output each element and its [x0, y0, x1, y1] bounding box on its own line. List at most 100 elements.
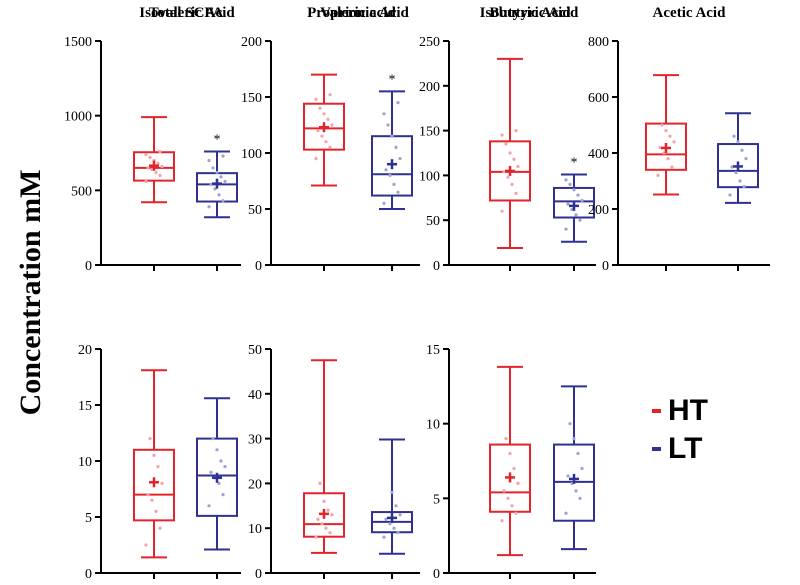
data-point	[154, 509, 158, 513]
box-lt	[553, 173, 595, 243]
data-point	[207, 504, 211, 508]
data-point	[668, 134, 672, 138]
data-point	[398, 513, 402, 517]
y-tick-label: 100	[241, 147, 262, 162]
data-point	[144, 152, 148, 157]
data-point	[158, 173, 162, 177]
y-tick-label: 150	[241, 91, 262, 106]
iqr-box	[133, 448, 175, 522]
data-point	[330, 123, 334, 127]
panel-isobutyric-acid: Isobutyric Acid 0 5 10 15	[426, 5, 596, 582]
data-point	[328, 145, 332, 149]
data-point	[510, 504, 514, 508]
y-tick-label: 0	[255, 259, 262, 274]
data-point	[320, 522, 324, 526]
y-tick-label: 20	[248, 477, 262, 492]
data-point	[516, 481, 520, 485]
data-point	[382, 112, 386, 116]
panel-title: Proprionic Acid	[307, 5, 409, 21]
data-point	[516, 164, 520, 169]
data-point	[506, 496, 510, 500]
data-point	[388, 173, 392, 177]
data-point	[217, 193, 221, 197]
data-point	[211, 437, 215, 441]
iqr-box	[489, 443, 531, 513]
data-point	[314, 157, 318, 161]
data-point	[382, 201, 386, 205]
data-point	[742, 185, 746, 189]
iqr-box	[717, 143, 759, 189]
y-tick-label: 0	[255, 567, 262, 582]
iqr-box	[553, 186, 595, 219]
data-point	[664, 129, 668, 133]
panel-title: Butyric Acid	[489, 5, 571, 21]
data-point	[215, 170, 219, 175]
data-point	[502, 170, 506, 174]
data-point	[728, 193, 732, 197]
y-tick-label: 1500	[64, 35, 92, 50]
data-point	[211, 166, 215, 170]
y-tick-label: 20	[78, 343, 92, 358]
data-point	[154, 170, 158, 175]
data-point	[390, 134, 394, 138]
iqr-box	[645, 122, 687, 171]
y-tick-label: 10	[248, 522, 262, 537]
data-point	[572, 437, 576, 441]
data-point	[328, 531, 332, 535]
data-point	[580, 198, 584, 203]
box-lt	[553, 385, 595, 551]
data-point	[221, 199, 225, 203]
data-point	[150, 498, 154, 502]
y-tick-label: 400	[588, 147, 609, 162]
data-point	[144, 543, 148, 547]
data-point	[502, 489, 506, 493]
data-point	[508, 151, 512, 155]
data-point	[670, 165, 674, 169]
data-point	[146, 166, 150, 170]
data-point	[386, 123, 390, 127]
legend-item-ht: HT	[652, 392, 708, 430]
data-point	[658, 145, 662, 149]
panel-butyric-acid: Butyric Acid 0 50 100 150 200 250 *	[419, 5, 596, 274]
data-point	[514, 129, 518, 133]
panel-valeric-acid: Valeric acid 0 10 20 30 40 50	[248, 5, 420, 582]
data-point	[314, 97, 318, 101]
data-point	[500, 519, 504, 523]
data-point	[398, 157, 402, 161]
data-point	[734, 171, 738, 175]
iqr-box	[303, 102, 345, 151]
box-lt	[371, 438, 413, 555]
y-tick-label: 10	[426, 418, 440, 433]
data-point	[568, 422, 572, 426]
data-point	[572, 188, 576, 192]
y-tick-label: 15	[78, 399, 92, 414]
data-point	[148, 437, 152, 441]
significance-marker: *	[571, 156, 578, 171]
legend: HT LT	[652, 392, 708, 468]
y-tick-label: 10	[78, 455, 92, 470]
y-tick-label: 0	[602, 259, 609, 274]
data-point	[576, 451, 580, 456]
data-point	[318, 106, 322, 110]
data-point	[158, 149, 162, 154]
data-point	[580, 466, 584, 471]
panel-acetic-acid: Acetic Acid 0 200 400 600 800	[588, 5, 770, 274]
data-point	[384, 168, 388, 172]
legend-swatch-lt	[652, 447, 661, 451]
data-point	[215, 448, 219, 452]
y-tick-label: 30	[248, 433, 262, 448]
data-point	[576, 193, 580, 197]
legend-swatch-ht	[652, 409, 661, 413]
data-point	[392, 182, 396, 186]
data-point	[316, 129, 320, 133]
data-point	[566, 474, 570, 478]
data-point	[314, 535, 318, 539]
data-point	[578, 496, 582, 500]
data-point	[221, 493, 225, 497]
data-point	[392, 526, 396, 530]
y-tick-label: 50	[248, 203, 262, 218]
data-point	[324, 140, 328, 144]
panel-title: Isobutyric Acid	[480, 5, 579, 21]
data-point	[158, 526, 162, 530]
